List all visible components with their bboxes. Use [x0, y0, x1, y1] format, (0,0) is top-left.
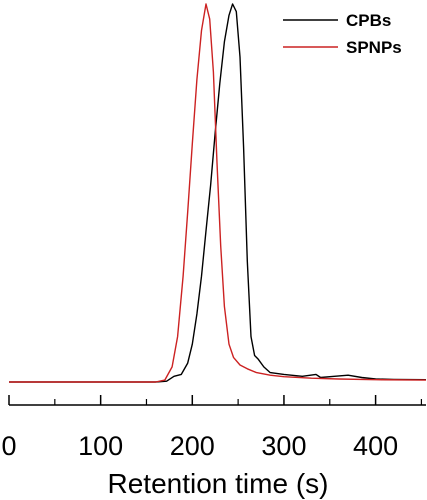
legend-label-spnps: SPNPs: [346, 38, 402, 57]
x-tick-label: 100: [78, 431, 123, 461]
legend: CPBs SPNPs: [283, 11, 402, 57]
legend-label-cpbs: CPBs: [346, 11, 391, 30]
x-axis: 0 100 200 300 400: [1, 395, 426, 461]
x-axis-title: Retention time (s): [108, 468, 329, 499]
x-tick-label: 200: [170, 431, 215, 461]
x-tick-label: 0: [1, 431, 16, 461]
x-tick-label: 300: [261, 431, 306, 461]
series-line-spnps: [9, 3, 427, 383]
series-layer: [9, 3, 427, 383]
series-line-cpbs: [9, 3, 427, 383]
x-tick-label: 400: [353, 431, 398, 461]
